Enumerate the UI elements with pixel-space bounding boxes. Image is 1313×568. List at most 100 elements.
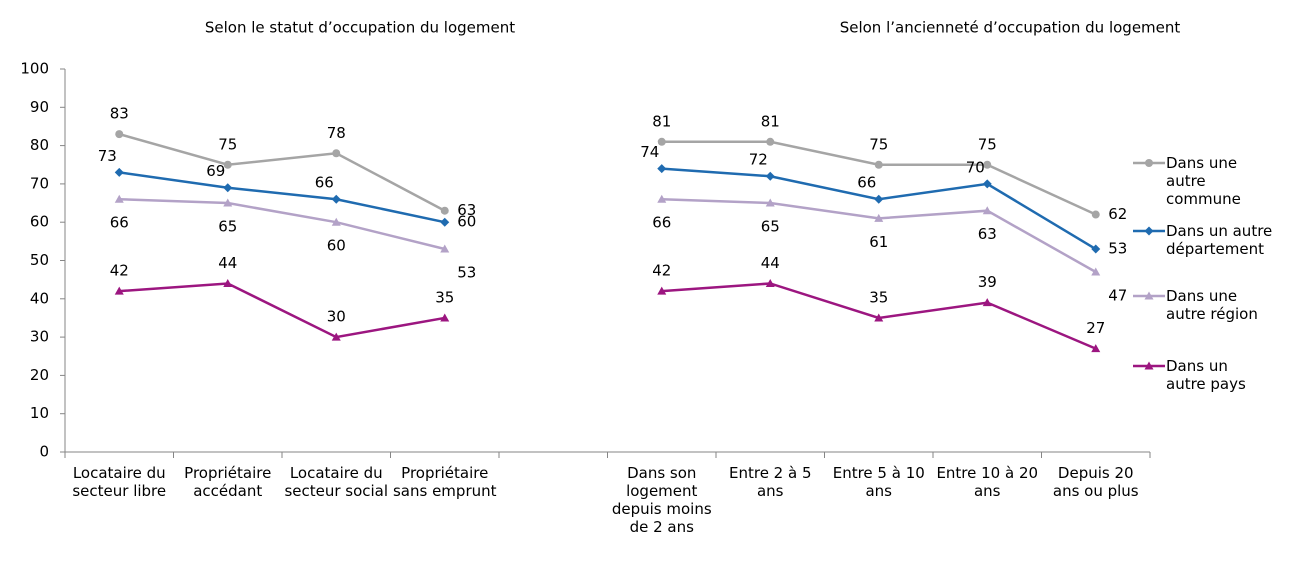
x-tick-label: Locataire du secteur libre	[72, 464, 167, 500]
data-label: 53	[457, 264, 476, 282]
data-label: 75	[218, 135, 237, 153]
data-label: 42	[110, 262, 129, 280]
legend-label: Dans une autre région	[1166, 287, 1258, 323]
data-label: 66	[315, 174, 334, 192]
data-label: 69	[206, 162, 225, 180]
x-tick-label: Entre 2 à 5 ans	[728, 464, 812, 500]
data-label: 63	[978, 225, 997, 243]
data-point	[440, 244, 450, 253]
data-point	[657, 137, 666, 146]
y-tick-label: 80	[30, 136, 49, 154]
y-tick-label: 60	[30, 213, 49, 231]
data-label: 66	[652, 214, 671, 232]
data-label: 62	[1108, 205, 1127, 223]
data-point	[657, 286, 667, 295]
data-point	[223, 198, 233, 207]
data-label: 30	[327, 308, 346, 326]
data-point	[115, 130, 124, 139]
legend-marker	[1145, 159, 1153, 167]
x-tick-label: Propriétaire sans emprunt	[392, 464, 497, 500]
data-point	[982, 206, 992, 215]
data-label: 39	[978, 273, 997, 291]
x-tick-label: Depuis 20 ans ou plus	[1052, 464, 1139, 500]
data-point	[114, 167, 124, 177]
y-tick-label: 30	[30, 328, 49, 346]
data-label: 72	[749, 151, 768, 169]
data-point	[440, 313, 450, 322]
data-point	[114, 286, 124, 295]
data-point	[1091, 267, 1101, 276]
data-label: 61	[869, 233, 888, 251]
data-point	[765, 278, 775, 287]
data-label: 44	[761, 254, 780, 272]
data-point	[223, 183, 233, 193]
data-point	[223, 278, 233, 287]
data-label: 73	[98, 147, 117, 165]
y-tick-label: 0	[39, 443, 49, 461]
data-label: 63	[457, 201, 476, 219]
data-point	[657, 164, 667, 174]
data-point	[440, 206, 449, 215]
data-point	[223, 160, 232, 169]
legend-marker	[1144, 226, 1154, 236]
data-label: 60	[457, 213, 476, 231]
y-tick-label: 40	[30, 289, 49, 307]
panel-title: Selon le statut d’occupation du logement	[205, 19, 515, 37]
x-tick-label: Entre 10 à 20 ans	[936, 464, 1039, 500]
data-label: 75	[978, 135, 997, 153]
data-point	[766, 137, 775, 146]
y-tick-label: 90	[30, 98, 49, 116]
legend-marker	[1144, 291, 1154, 300]
x-tick-label: Entre 5 à 10 ans	[832, 464, 925, 500]
data-point	[982, 179, 992, 189]
legend-label: Dans une autre commune	[1166, 154, 1241, 208]
y-tick-label: 10	[30, 404, 49, 422]
y-tick-label: 70	[30, 174, 49, 192]
series-line	[119, 197, 1097, 274]
data-label: 66	[857, 174, 876, 192]
data-point	[874, 213, 884, 222]
y-tick-label: 100	[20, 60, 49, 78]
x-tick-label: Locataire du secteur social	[284, 464, 389, 500]
y-tick-label: 20	[30, 366, 49, 384]
series-line	[118, 132, 1097, 216]
data-label: 44	[218, 254, 237, 272]
data-label: 81	[761, 112, 780, 130]
data-point	[874, 313, 884, 322]
x-tick-label: Dans son logement depuis moins de 2 ans	[611, 464, 712, 536]
data-point	[114, 194, 124, 203]
data-point	[874, 194, 884, 204]
data-point	[982, 298, 992, 307]
x-tick-label: Propriétaire accédant	[184, 464, 272, 500]
data-point	[874, 160, 883, 169]
data-point	[765, 198, 775, 207]
data-label: 75	[869, 135, 888, 153]
series-line	[119, 282, 1097, 350]
data-label: 74	[640, 143, 659, 161]
data-point	[765, 171, 775, 181]
data-label: 47	[1108, 286, 1127, 304]
legend-label: Dans un autre département	[1166, 222, 1273, 258]
data-point	[1091, 244, 1101, 254]
data-point	[332, 149, 341, 158]
data-point	[440, 217, 450, 227]
data-point	[657, 194, 667, 203]
legend-label: Dans un autre pays	[1166, 357, 1246, 393]
data-label: 53	[1108, 240, 1127, 258]
data-label: 81	[652, 112, 671, 130]
data-label: 78	[327, 124, 346, 142]
data-label: 70	[966, 158, 985, 176]
data-point	[983, 160, 992, 169]
data-label: 66	[110, 214, 129, 232]
data-label: 65	[761, 218, 780, 236]
data-point	[331, 332, 341, 341]
data-label: 60	[327, 237, 346, 255]
data-label: 35	[435, 288, 454, 306]
data-label: 83	[110, 105, 129, 123]
data-point	[331, 217, 341, 226]
data-label: 35	[869, 288, 888, 306]
data-point	[1091, 344, 1101, 353]
data-point	[331, 194, 341, 204]
